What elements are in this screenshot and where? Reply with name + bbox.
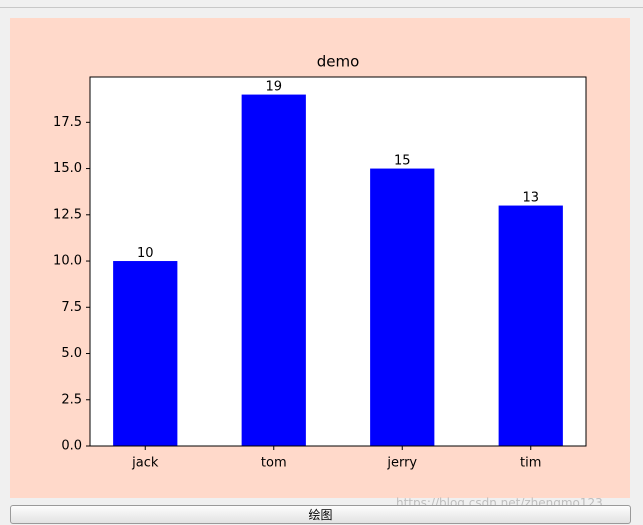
window-border [0,7,643,8]
x-tick-label: tim [520,456,541,471]
draw-button[interactable]: 绘图 [10,505,631,524]
bar [241,94,306,447]
data-label: 15 [394,154,411,169]
bar [370,168,435,446]
axes-frame [89,76,587,447]
bar [498,205,563,446]
x-tick-label: jack [131,456,159,471]
bar [113,261,178,446]
chart-title: demo [317,53,360,71]
y-tick-label: 0.0 [61,439,82,454]
y-tick-label: 12.5 [53,207,82,222]
data-label: 19 [265,80,282,95]
data-label: 13 [522,191,539,206]
y-tick-label: 15.0 [53,161,82,176]
y-tick-label: 17.5 [53,115,82,130]
data-label: 10 [137,246,154,261]
x-tick-label: tom [261,456,287,471]
y-tick-label: 2.5 [61,392,82,407]
y-tick-label: 10.0 [53,254,82,269]
y-tick-label: 5.0 [61,346,82,361]
x-tick-label: jerry [386,456,417,471]
y-tick-label: 7.5 [61,300,82,315]
